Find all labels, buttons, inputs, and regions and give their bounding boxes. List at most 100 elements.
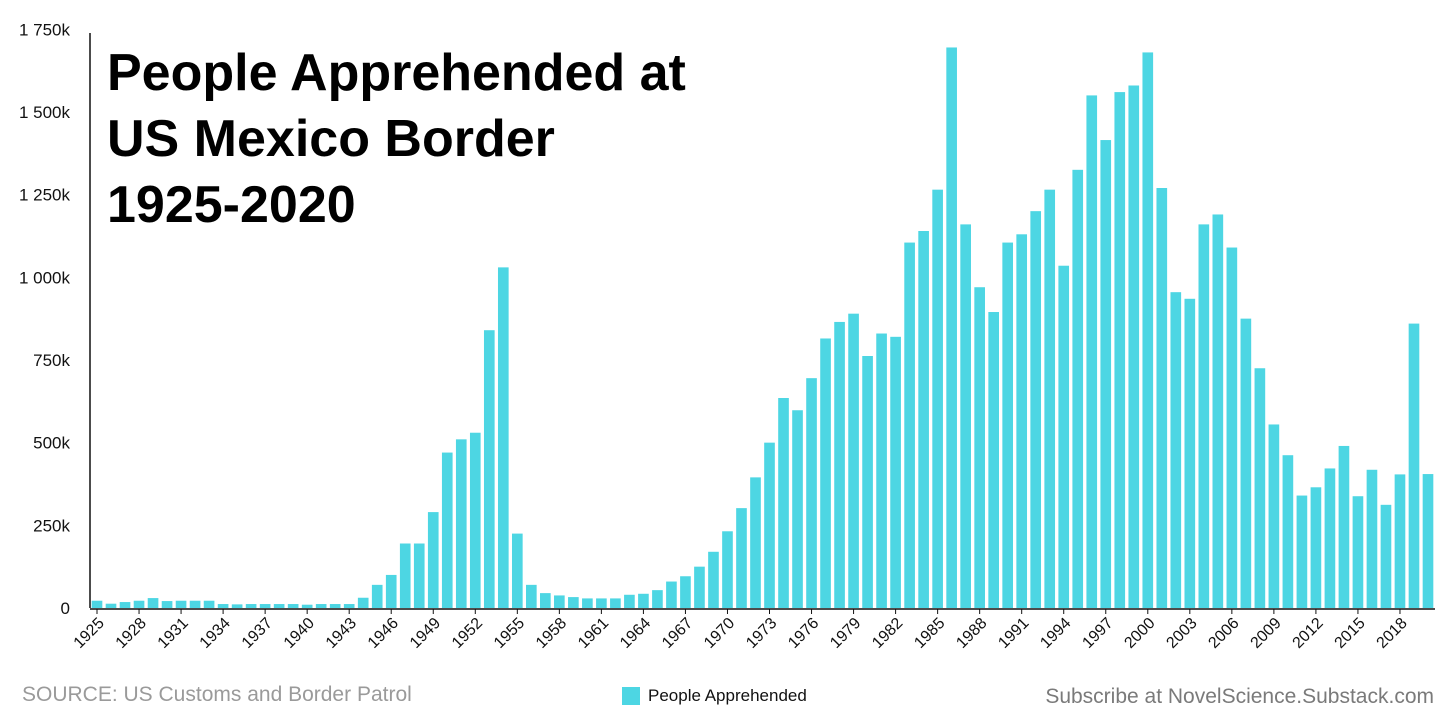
bars-group <box>91 47 1434 609</box>
bar-1975 <box>792 410 803 608</box>
bar-2014 <box>1338 445 1350 608</box>
bar-1988 <box>974 287 985 608</box>
x-tick-label: 2003 <box>1163 615 1200 652</box>
x-tick-label: 2015 <box>1332 615 1369 652</box>
y-tick-label: 750k <box>33 351 70 370</box>
bar-1927 <box>119 602 131 608</box>
bar-1946 <box>385 574 397 608</box>
bar-1971 <box>736 508 747 608</box>
x-tick-label: 1991 <box>995 615 1032 652</box>
x-tick-label: 1988 <box>953 615 990 652</box>
x-tick-label: 1967 <box>659 615 696 652</box>
x-tick-label: 1958 <box>533 615 570 652</box>
bar-1967 <box>680 576 691 608</box>
bar-1992 <box>1030 211 1042 608</box>
bar-2011 <box>1296 495 1308 608</box>
legend-swatch <box>622 687 640 705</box>
bar-1993 <box>1044 189 1056 608</box>
bar-1969 <box>708 551 719 608</box>
x-tick-label: 1961 <box>575 615 612 652</box>
x-tick-label: 2012 <box>1290 615 1327 652</box>
bar-2004 <box>1198 224 1210 608</box>
bar-2002 <box>1170 292 1182 608</box>
bar-2000 <box>1142 52 1154 609</box>
bar-1998 <box>1114 92 1126 609</box>
source-note: SOURCE: US Customs and Border Patrol <box>22 683 412 706</box>
bar-1996 <box>1086 95 1098 608</box>
chart-title-line-1: People Apprehended at <box>107 44 686 102</box>
bar-1991 <box>1016 234 1028 609</box>
y-tick-label: 500k <box>33 434 70 453</box>
y-tick-label: 250k <box>33 516 70 535</box>
bar-1978 <box>834 321 845 608</box>
bar-2003 <box>1184 298 1196 608</box>
bar-1943 <box>343 604 355 608</box>
x-tick-label: 1946 <box>365 615 402 652</box>
bar-1931 <box>175 600 187 608</box>
bar-1959 <box>568 597 579 608</box>
x-tick-label: 1982 <box>869 615 906 652</box>
bar-1990 <box>1002 242 1014 608</box>
x-tick-label: 1970 <box>701 615 738 652</box>
x-tick-label: 1964 <box>617 615 654 652</box>
x-tick-label: 1943 <box>323 615 360 652</box>
bar-1949 <box>427 512 439 608</box>
bar-2016 <box>1366 469 1378 608</box>
bar-1986 <box>946 47 957 608</box>
bar-1932 <box>189 600 201 608</box>
x-tick-label: 1928 <box>113 615 150 652</box>
legend: People Apprehended <box>622 686 807 706</box>
bar-1941 <box>315 604 327 608</box>
bar-1936 <box>245 604 257 608</box>
bar-1966 <box>666 581 677 608</box>
y-axis: 0 250k 500k 750k 1 000k 1 250k 1 500k 1 750k <box>19 20 91 618</box>
x-tick-label: 2018 <box>1374 615 1411 652</box>
x-tick-label: 1997 <box>1079 615 1116 652</box>
bar-1928 <box>133 600 145 608</box>
bar-2018 <box>1394 474 1406 608</box>
bar-1926 <box>105 603 117 608</box>
y-tick-label: 0 <box>61 599 70 618</box>
bar-1997 <box>1100 140 1112 609</box>
bar-1970 <box>722 531 733 608</box>
legend-label: People Apprehended <box>648 686 807 705</box>
bar-1983 <box>904 242 915 608</box>
bar-1972 <box>750 477 761 608</box>
bar-2006 <box>1226 247 1238 608</box>
y-tick-label: 1 750k <box>19 20 71 39</box>
y-tick-label: 1 000k <box>19 268 71 287</box>
bar-1953 <box>483 330 495 608</box>
x-tick-label: 1934 <box>197 615 234 652</box>
bar-1937 <box>259 604 271 608</box>
bar-1964 <box>638 593 649 608</box>
x-tick-label: 1979 <box>827 615 864 652</box>
bar-2013 <box>1324 468 1336 608</box>
x-tick-label: 1940 <box>281 615 318 652</box>
bar-1945 <box>371 584 383 608</box>
x-tick-label: 1976 <box>785 615 822 652</box>
x-tick-label: 1952 <box>449 615 486 652</box>
bar-1954 <box>497 267 509 608</box>
bar-1934 <box>217 604 229 608</box>
x-tick-label: 1985 <box>911 615 948 652</box>
bar-1925 <box>91 600 103 608</box>
bar-1952 <box>469 432 481 608</box>
bar-2017 <box>1380 504 1392 608</box>
bar-2010 <box>1282 455 1294 608</box>
bar-1956 <box>526 584 537 608</box>
x-tick-label: 1949 <box>407 615 444 652</box>
bar-1939 <box>287 604 299 608</box>
x-tick-label: 1925 <box>71 615 108 652</box>
bar-2015 <box>1352 496 1364 608</box>
x-axis: 1925 1928 1931 1934 1937 1940 1943 1946 1949 1952… <box>71 608 1435 652</box>
bar-1963 <box>624 594 635 608</box>
bar-1958 <box>554 595 565 608</box>
bar-1938 <box>273 604 285 608</box>
bar-1973 <box>764 442 775 608</box>
x-tick-label: 2000 <box>1121 615 1158 652</box>
bar-1985 <box>932 189 943 608</box>
bar-1989 <box>988 312 999 608</box>
bar-2005 <box>1212 214 1224 608</box>
chart-title-line-2: US Mexico Border <box>107 110 555 168</box>
bar-1930 <box>161 601 173 608</box>
